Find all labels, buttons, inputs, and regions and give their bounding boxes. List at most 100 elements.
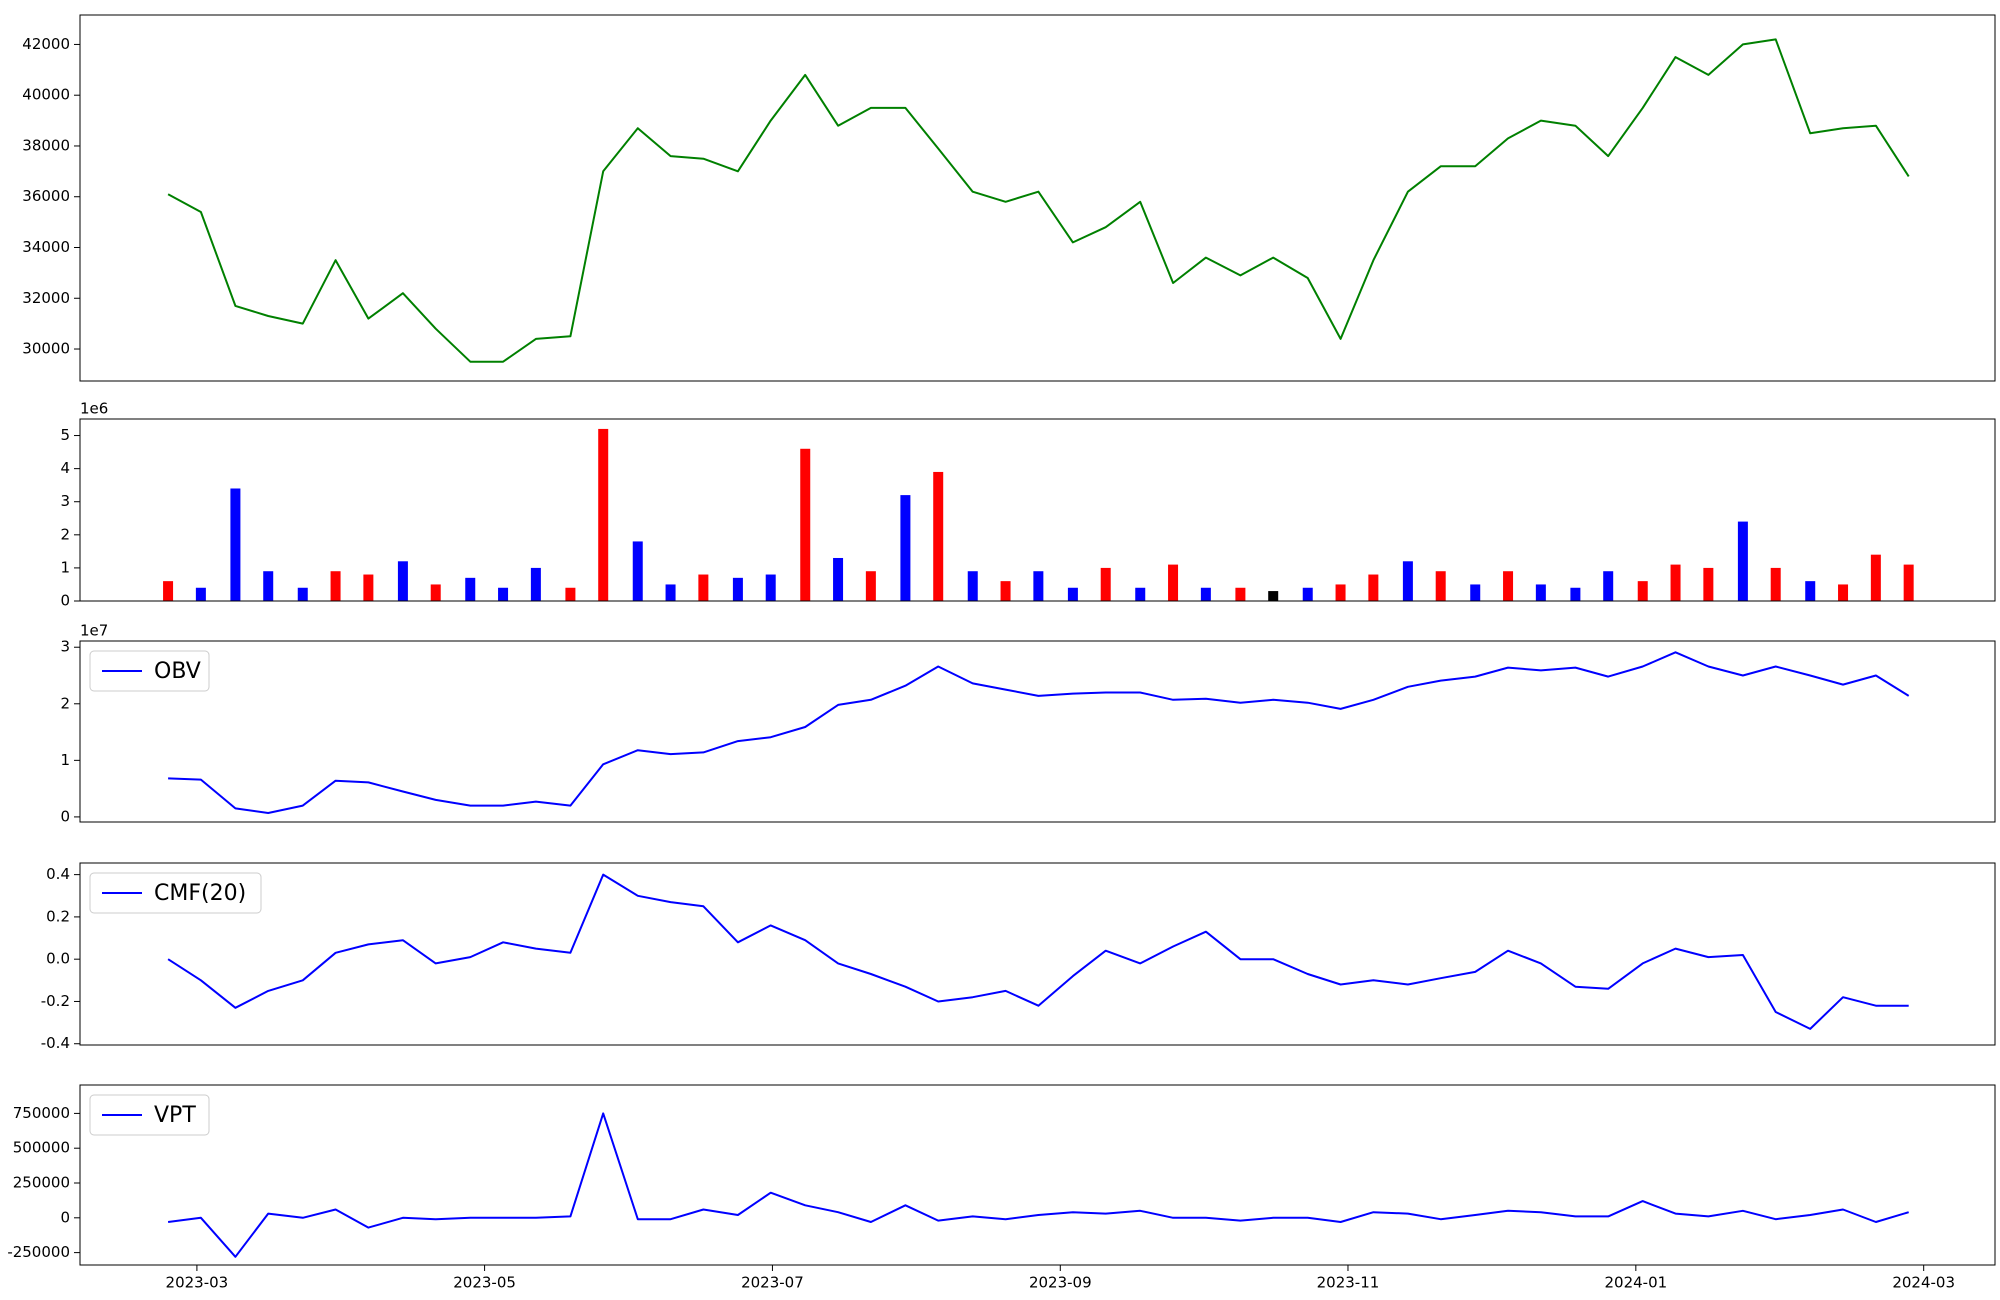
bar [1135, 587, 1146, 601]
y-tick-label: 0.2 [46, 907, 70, 925]
bar [632, 541, 643, 601]
bar [1200, 587, 1211, 601]
y-tick-label: 32000 [22, 289, 70, 307]
bar [933, 471, 944, 601]
bar [1637, 581, 1648, 601]
bar [665, 584, 676, 601]
y-tick-label: 250000 [13, 1174, 70, 1192]
panel-frame [79, 640, 1996, 823]
bar [297, 587, 308, 601]
bar [163, 581, 174, 601]
offset-label: 1e6 [80, 400, 108, 418]
bar [465, 577, 476, 601]
y-tick-label: -0.2 [41, 992, 70, 1010]
y-tick-label: -250000 [7, 1243, 70, 1261]
line-series [167, 38, 1910, 363]
bar [967, 571, 978, 601]
y-tick-label: 40000 [22, 86, 70, 104]
legend-label: VPT [154, 1103, 196, 1128]
legend-box [89, 872, 262, 914]
y-tick-label: 1 [60, 558, 70, 576]
y-tick-label: 0 [60, 1208, 70, 1226]
legend-label: OBV [154, 659, 201, 684]
bar [1838, 584, 1849, 601]
y-tick-label: 0 [60, 592, 70, 610]
bar [263, 571, 274, 601]
legend-box [89, 650, 210, 692]
bar [865, 571, 876, 601]
bar [1000, 581, 1011, 601]
bar [565, 587, 576, 601]
x-tick-label: 2023-05 [453, 1274, 516, 1292]
bar [1535, 584, 1546, 601]
bar [1402, 561, 1413, 601]
x-tick-label: 2023-07 [741, 1274, 804, 1292]
bar [530, 567, 541, 601]
bar [1570, 587, 1581, 601]
offset-label: 1e7 [80, 622, 108, 640]
y-tick-label: 2 [60, 525, 70, 543]
bar [1703, 567, 1714, 601]
line-series [167, 873, 1909, 1030]
y-tick-label: 3 [60, 638, 70, 656]
bar [1603, 571, 1614, 601]
bar [800, 448, 811, 601]
bar [195, 587, 206, 601]
bar [1903, 564, 1914, 601]
legend-box [89, 1094, 210, 1136]
x-tick-label: 2024-03 [1892, 1274, 1955, 1292]
y-tick-label: 500000 [13, 1139, 70, 1157]
bar [833, 557, 844, 601]
bar [397, 561, 408, 601]
bar [1737, 521, 1748, 601]
bar [1302, 587, 1313, 601]
bar [1670, 564, 1681, 601]
y-tick-label: 30000 [22, 340, 70, 358]
bar [1335, 584, 1346, 601]
bar [900, 495, 911, 601]
bar [230, 488, 241, 601]
line-series [167, 1112, 1909, 1258]
x-tick-label: 2023-11 [1317, 1274, 1380, 1292]
y-tick-label: 36000 [22, 187, 70, 205]
bar [1235, 587, 1246, 601]
y-tick-label: 0.4 [46, 865, 70, 883]
y-tick-label: 0.0 [46, 950, 70, 968]
bar [330, 571, 341, 601]
bar [430, 584, 441, 601]
bar [765, 574, 776, 601]
panel-frame [79, 1084, 1996, 1266]
bar [1368, 574, 1379, 601]
y-tick-label: 34000 [22, 238, 70, 256]
panel-frame [79, 418, 1996, 602]
bar [1100, 567, 1111, 601]
bar [363, 574, 374, 601]
y-tick-label: 750000 [13, 1104, 70, 1122]
bar [1805, 581, 1816, 601]
bar [1470, 584, 1481, 601]
y-tick-label: -0.4 [41, 1034, 70, 1052]
bar [598, 428, 609, 601]
bar [1067, 587, 1078, 601]
legend-label: CMF(20) [154, 881, 246, 906]
y-tick-label: 5 [60, 426, 70, 444]
bar [1168, 564, 1179, 601]
y-tick-label: 38000 [22, 136, 70, 154]
bar [1268, 591, 1279, 601]
bar [698, 574, 709, 601]
bar [1870, 554, 1881, 601]
bar [1503, 571, 1514, 601]
y-tick-label: 4 [60, 459, 70, 477]
x-tick-label: 2023-03 [166, 1274, 229, 1292]
bar [1770, 567, 1781, 601]
y-tick-label: 1 [60, 751, 70, 769]
bar [732, 577, 743, 601]
y-tick-label: 0 [60, 807, 70, 825]
x-tick-label: 2023-09 [1029, 1274, 1092, 1292]
panel-frame [79, 862, 1996, 1046]
y-tick-label: 3 [60, 492, 70, 510]
x-tick-label: 2024-01 [1604, 1274, 1667, 1292]
y-tick-label: 2 [60, 694, 70, 712]
y-tick-label: 42000 [22, 35, 70, 53]
